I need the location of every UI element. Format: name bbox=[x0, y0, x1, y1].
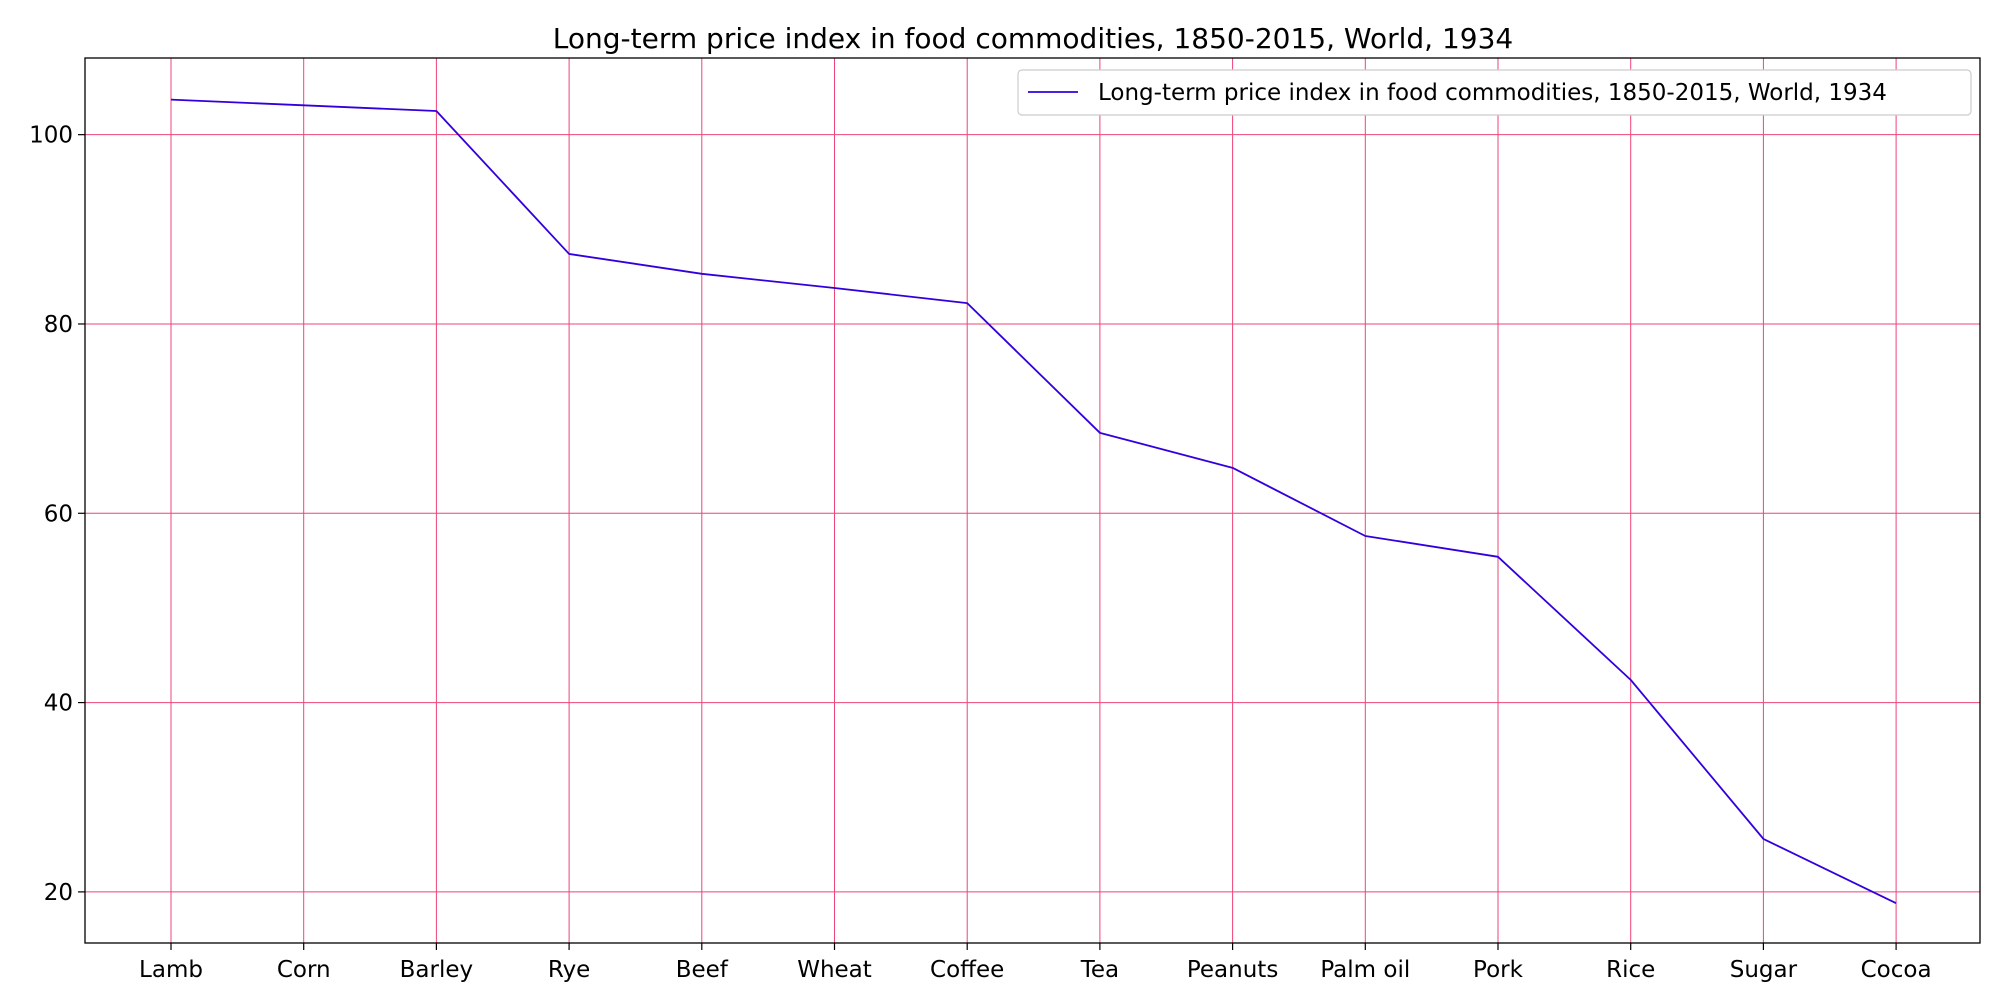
x-tick-label: Pork bbox=[1473, 957, 1524, 983]
x-tick-label: Barley bbox=[400, 957, 473, 983]
y-tick-label: 60 bbox=[44, 501, 73, 527]
plot-area-frame bbox=[84, 57, 1981, 944]
x-tick-label: Rice bbox=[1606, 957, 1655, 983]
x-tick-label: Sugar bbox=[1730, 957, 1798, 983]
legend-label: Long-term price index in food commoditie… bbox=[1098, 80, 1887, 106]
x-tick-label: Rye bbox=[548, 957, 591, 983]
x-tick-label: Wheat bbox=[797, 957, 872, 983]
series-line bbox=[170, 98, 1897, 905]
x-tick-label: Coffee bbox=[930, 957, 1004, 983]
legend-box bbox=[1017, 69, 1972, 116]
legend: Long-term price index in food commoditie… bbox=[1017, 69, 1972, 116]
x-tick-label: Cocoa bbox=[1861, 957, 1932, 983]
y-tick-label: 20 bbox=[44, 880, 73, 906]
x-tick-label: Corn bbox=[277, 957, 331, 983]
y-tick-label: 100 bbox=[29, 123, 73, 149]
y-tick-label: 80 bbox=[44, 312, 73, 338]
x-tick-label: Lamb bbox=[139, 957, 203, 983]
axis-ticks: Lamb Corn Barley Rye Beef Wheat Coffee Tea Peanu… bbox=[29, 123, 1931, 983]
x-tick-label: Tea bbox=[1080, 957, 1119, 983]
series-layer bbox=[170, 98, 1897, 905]
grid-lines bbox=[85, 58, 1980, 943]
chart-title: Long-term price index in food commoditie… bbox=[553, 22, 1513, 55]
x-tick-label: Beef bbox=[676, 957, 729, 983]
x-tick-label: Palm oil bbox=[1320, 957, 1410, 983]
y-tick-label: 40 bbox=[44, 691, 73, 717]
x-tick-label: Peanuts bbox=[1187, 957, 1278, 983]
